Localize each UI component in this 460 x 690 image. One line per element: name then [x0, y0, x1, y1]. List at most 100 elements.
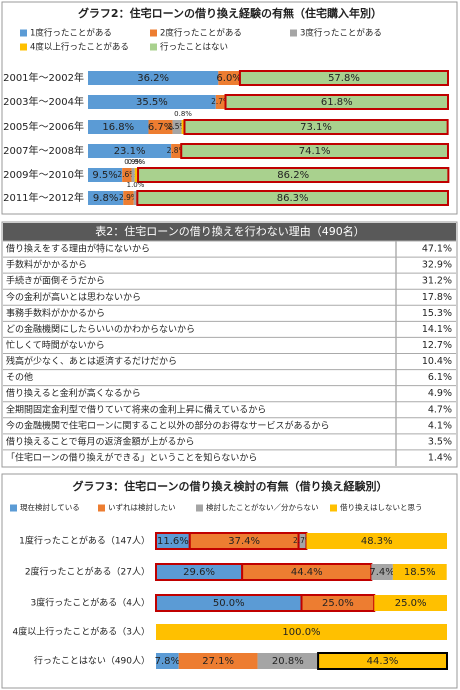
- data-label: 57.8%: [328, 73, 360, 84]
- legend-label: 行ったことはない: [160, 42, 228, 53]
- legend-label: 2度行ったことがある: [160, 28, 242, 39]
- table-cell: 3.5%: [428, 436, 452, 447]
- data-label: 2.7%: [211, 97, 230, 106]
- bar-segment: [88, 120, 149, 134]
- data-label: 2.5%: [168, 122, 187, 131]
- legend-label: 1度行ったことがある: [30, 28, 112, 39]
- bar-segment: [156, 624, 447, 640]
- category-label: 2003年～2004年: [3, 95, 84, 108]
- bar-segment: [306, 533, 447, 549]
- bar-segment: [136, 190, 449, 206]
- table-cell: 手数料がかかるから: [6, 259, 87, 271]
- table-cell: 忙しくて時間がないから: [6, 339, 105, 351]
- data-label: 9.8%: [93, 193, 118, 204]
- category-label: 1度行ったことがある（147人）: [19, 535, 150, 547]
- bar-segment: [88, 168, 123, 182]
- table-cell: 15.3%: [422, 308, 452, 319]
- data-label: 2.7%: [293, 536, 312, 545]
- table-cell: 1.4%: [428, 452, 452, 463]
- bar-segment: [218, 71, 240, 85]
- data-label: 86.3%: [277, 193, 309, 204]
- data-label: 6.7%: [148, 122, 173, 133]
- table-cell: どの金融機関にしたらいいのかわからないから: [6, 323, 195, 335]
- data-label: 27.1%: [202, 656, 234, 667]
- chart-title: グラフ3：住宅ローンの借り換え検討の有無（借り換え経験別）: [72, 479, 387, 493]
- data-label: 2.8%: [167, 146, 186, 155]
- bar-segment: [131, 168, 135, 182]
- bar-segment: [257, 653, 319, 669]
- bar-segment: [215, 95, 226, 109]
- legend-label: いずれは検討したい: [108, 502, 176, 512]
- bar-segment: [88, 95, 216, 109]
- category-label: 行ったことはない（490人）: [34, 655, 150, 667]
- table-cell: 「住宅ローンの借り換えができる」ということを知らないから: [6, 451, 257, 463]
- legend-swatch: [98, 504, 105, 512]
- table-cell: 残高が少なく、あとは返済するだけだから: [6, 355, 177, 367]
- bar-segment: [133, 191, 138, 205]
- category-label: 4度以上行ったことがある（3人）: [13, 626, 150, 638]
- bar-segment: [134, 168, 139, 182]
- legend-swatch: [150, 29, 157, 37]
- category-label: 2001年～2002年: [3, 71, 84, 84]
- chart-frame: [1, 473, 458, 689]
- legend-swatch: [330, 504, 337, 512]
- bar-segment: [317, 652, 448, 670]
- bar-segment: [88, 144, 172, 158]
- bar-segment: [238, 70, 449, 86]
- table-cell: 借り換えることで毎月の返済金額が上がるから: [6, 435, 194, 447]
- data-label: 20.8%: [272, 656, 304, 667]
- legend-swatch: [10, 504, 17, 512]
- bar-segment: [180, 143, 450, 159]
- bar-segment: [156, 653, 179, 669]
- category-label: 2011年～2012年: [3, 191, 84, 204]
- table-cell: 31.2%: [422, 276, 452, 287]
- data-label: 37.4%: [228, 536, 260, 547]
- legend-swatch: [290, 29, 297, 37]
- bar-segment: [123, 191, 134, 205]
- bar-segment: [371, 564, 393, 580]
- data-label: 44.3%: [367, 656, 399, 667]
- data-label: 61.8%: [321, 97, 353, 108]
- table-frame: [1, 221, 458, 468]
- table-cell: 10.4%: [422, 356, 452, 367]
- data-label: 23.1%: [114, 146, 146, 157]
- table-cell: 借り換えをする理由が特にないから: [6, 243, 150, 255]
- data-label: 7.8%: [155, 656, 180, 667]
- legend-label: 4度以上行ったことがある: [30, 42, 129, 53]
- data-label: 73.1%: [300, 122, 332, 133]
- data-label: 35.5%: [136, 97, 168, 108]
- data-label: 18.5%: [404, 567, 436, 578]
- bar-segment: [122, 168, 132, 182]
- bar-segment: [88, 191, 124, 205]
- legend-label: 借り換えはしないと思う: [340, 502, 423, 512]
- data-label: 11.6%: [157, 536, 189, 547]
- table-cell: 手続きが面倒そうだから: [6, 275, 105, 287]
- table-cell: 今の金融機関で住宅ローンに関すること以外の部分のお得なサービスがあるから: [6, 419, 330, 431]
- legend-label: 現在検討している: [20, 502, 80, 512]
- bar-segment: [171, 144, 182, 158]
- bar-segment: [137, 167, 450, 183]
- bar-segment: [183, 119, 449, 135]
- legend-swatch: [196, 504, 203, 512]
- legend-swatch: [20, 29, 27, 37]
- data-label: 16.8%: [102, 122, 134, 133]
- table-cell: 借り換えると金利が高くなるから: [6, 387, 141, 399]
- chart-frame: [1, 1, 458, 215]
- bar-segment: [224, 94, 449, 110]
- table-cell: 今の金利が高いとは思わないから: [6, 291, 141, 303]
- data-label: 0.8%: [174, 110, 192, 118]
- table-cell: 14.1%: [422, 324, 452, 335]
- legend-label: 3度行ったことがある: [300, 28, 382, 39]
- table-cell: その他: [6, 371, 33, 383]
- category-label: 3度行ったことがある（4人）: [31, 597, 150, 609]
- category-label: 2009年～2010年: [3, 168, 84, 181]
- bar-segment: [181, 120, 185, 134]
- data-label: 6.0%: [216, 73, 241, 84]
- table-cell: 全期間固定金利型で借りていて将来の金利上昇に備えているから: [6, 403, 266, 415]
- data-label: 48.3%: [361, 536, 393, 547]
- data-label: 0.9%: [128, 158, 146, 166]
- data-label: 1.0%: [127, 181, 145, 189]
- data-label: 36.2%: [137, 73, 169, 84]
- data-label: 25.0%: [395, 598, 427, 609]
